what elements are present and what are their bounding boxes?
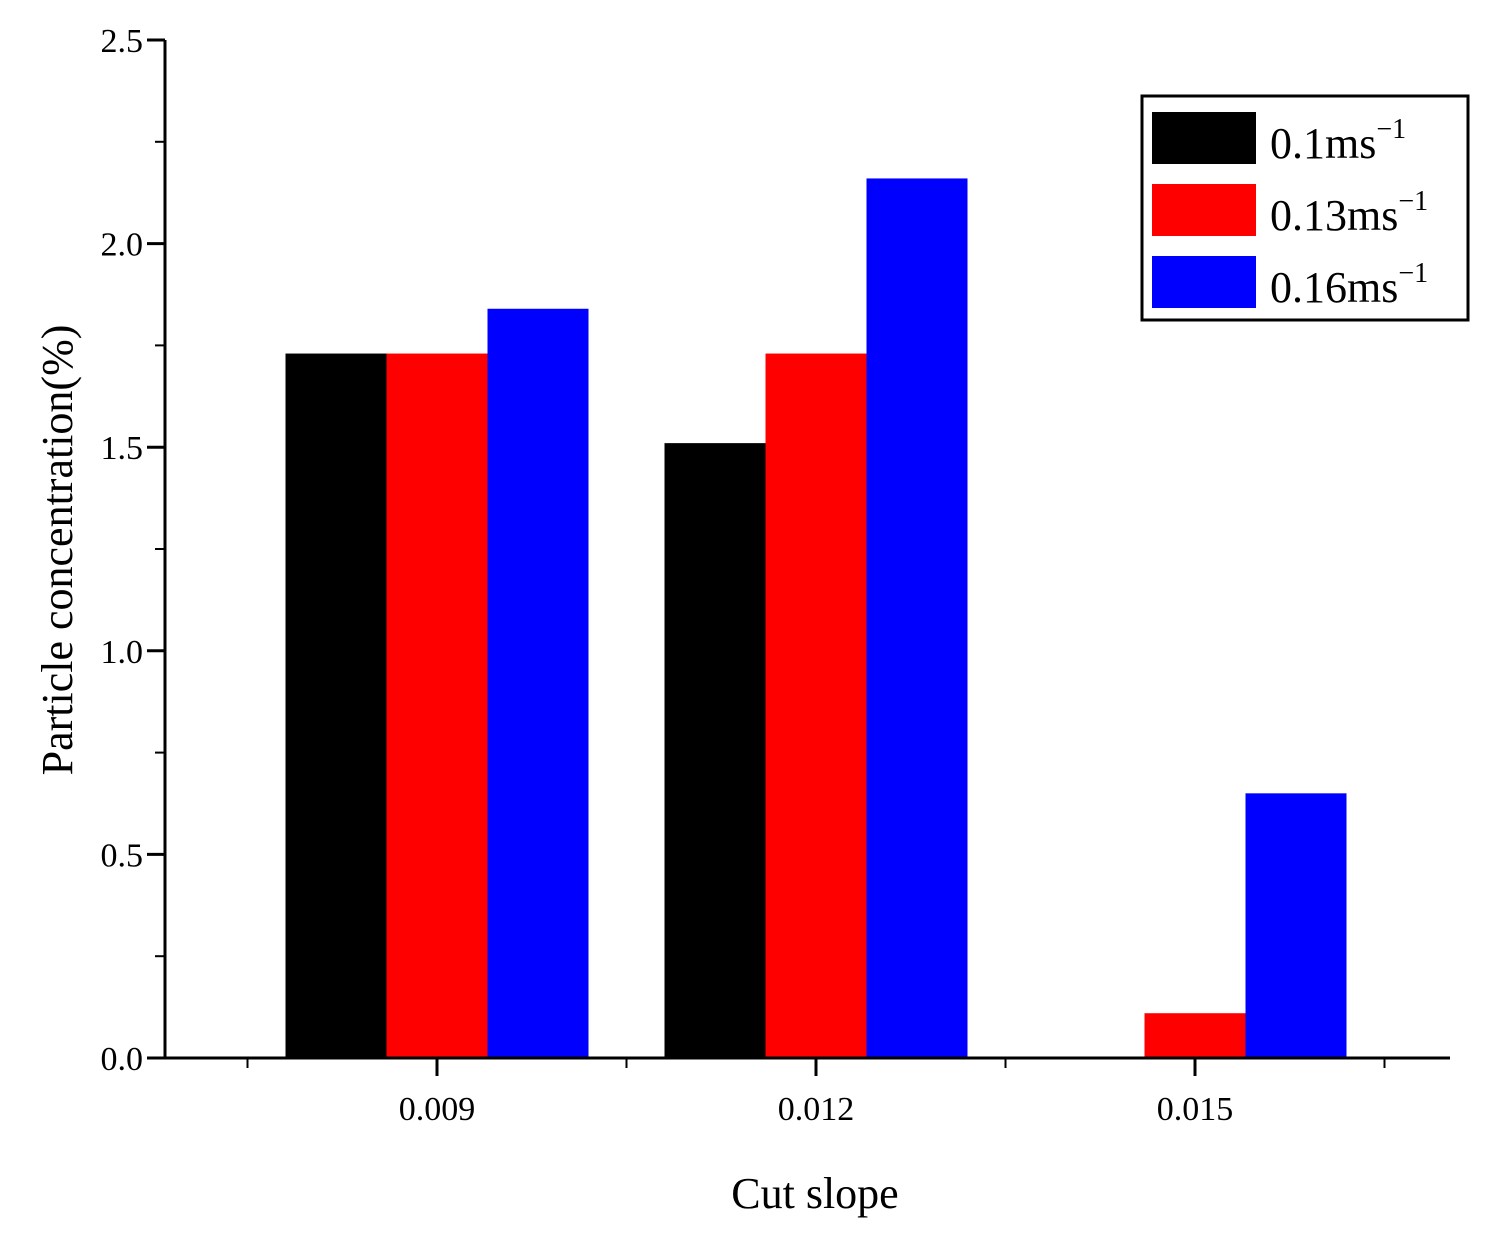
bar-3-0.009 — [487, 308, 589, 1058]
y-tick-label: 1.0 — [101, 634, 144, 671]
y-tick-label: 0.0 — [101, 1041, 144, 1078]
y-axis-title: Particle concentration(%) — [33, 325, 82, 776]
bar-2-0.009 — [386, 353, 488, 1058]
x-tick-label: 0.015 — [1157, 1091, 1234, 1128]
bars-group — [285, 178, 1347, 1058]
legend-label-superscript: −1 — [1398, 258, 1428, 289]
x-axis-title: Cut slope — [731, 1169, 898, 1218]
legend-label-superscript: −1 — [1398, 186, 1428, 217]
y-tick-label: 1.5 — [101, 430, 144, 467]
x-tick-label: 0.009 — [399, 1091, 476, 1128]
y-tick-label: 2.5 — [101, 23, 144, 60]
y-tick-label: 2.0 — [101, 227, 144, 264]
x-ticks-group: 0.009 0.012 0.015 — [246, 1058, 1386, 1128]
legend-swatch-2 — [1152, 184, 1256, 236]
bar-2-0.015 — [1144, 1013, 1246, 1058]
bar-3-0.015 — [1245, 793, 1347, 1058]
x-tick-label: 0.012 — [778, 1091, 855, 1128]
legend: 0.1ms−10.13ms−10.16ms−1 — [1140, 94, 1470, 322]
bar-1-0.009 — [285, 353, 387, 1058]
y-ticks-group: 0.0 0.5 1.0 1.5 2.0 2.5 — [101, 23, 165, 1078]
y-tick-label: 0.5 — [101, 837, 144, 874]
legend-swatch-3 — [1152, 256, 1256, 308]
bar-1-0.012 — [664, 443, 766, 1058]
legend-label-superscript: −1 — [1376, 114, 1406, 145]
bar-2-0.012 — [765, 353, 867, 1058]
legend-swatch-1 — [1152, 112, 1256, 164]
bar-3-0.012 — [866, 178, 968, 1058]
